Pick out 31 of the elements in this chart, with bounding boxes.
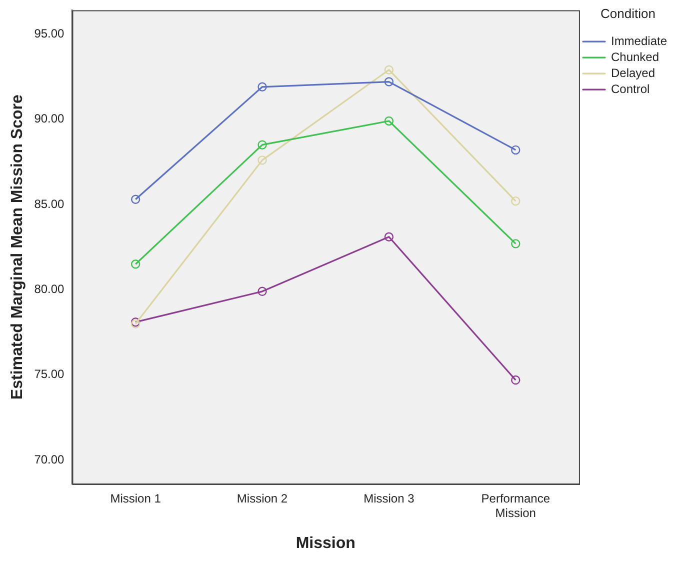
point bbox=[258, 82, 267, 92]
x-tick-label: Mission 1 bbox=[110, 492, 162, 506]
y-tick-label: 70.00 bbox=[34, 452, 65, 466]
y-tick-label: 95.00 bbox=[34, 26, 65, 40]
point bbox=[511, 196, 520, 206]
x-tick-label: Performance Mission bbox=[481, 492, 550, 520]
legend-label: Delayed bbox=[610, 66, 656, 80]
y-tick-label: 90.00 bbox=[34, 112, 65, 126]
point bbox=[384, 65, 394, 74]
y-tick-label: 75.00 bbox=[34, 367, 65, 382]
point bbox=[130, 194, 140, 204]
point bbox=[258, 156, 267, 165]
point bbox=[258, 140, 267, 150]
legend-title: Condition bbox=[600, 6, 656, 22]
point bbox=[384, 77, 394, 86]
y-tick-label: 85.00 bbox=[34, 196, 65, 211]
point bbox=[384, 232, 394, 242]
x-tick-label: Mission 2 bbox=[236, 492, 288, 506]
point bbox=[511, 239, 520, 248]
legend-label: Chunked bbox=[610, 50, 660, 64]
x-tick-label: Mission 3 bbox=[364, 492, 415, 506]
point bbox=[130, 260, 140, 269]
point bbox=[511, 375, 520, 385]
legend-label: Immediate bbox=[610, 34, 668, 48]
y-axis-title: Estimated Marginal Mean Mission Score bbox=[9, 94, 26, 400]
point bbox=[258, 286, 267, 296]
point bbox=[384, 116, 394, 126]
point bbox=[511, 145, 520, 155]
legend-label: Control bbox=[610, 82, 650, 96]
y-tick-label: 80.00 bbox=[34, 282, 65, 296]
x-axis-title: Mission bbox=[296, 534, 356, 552]
